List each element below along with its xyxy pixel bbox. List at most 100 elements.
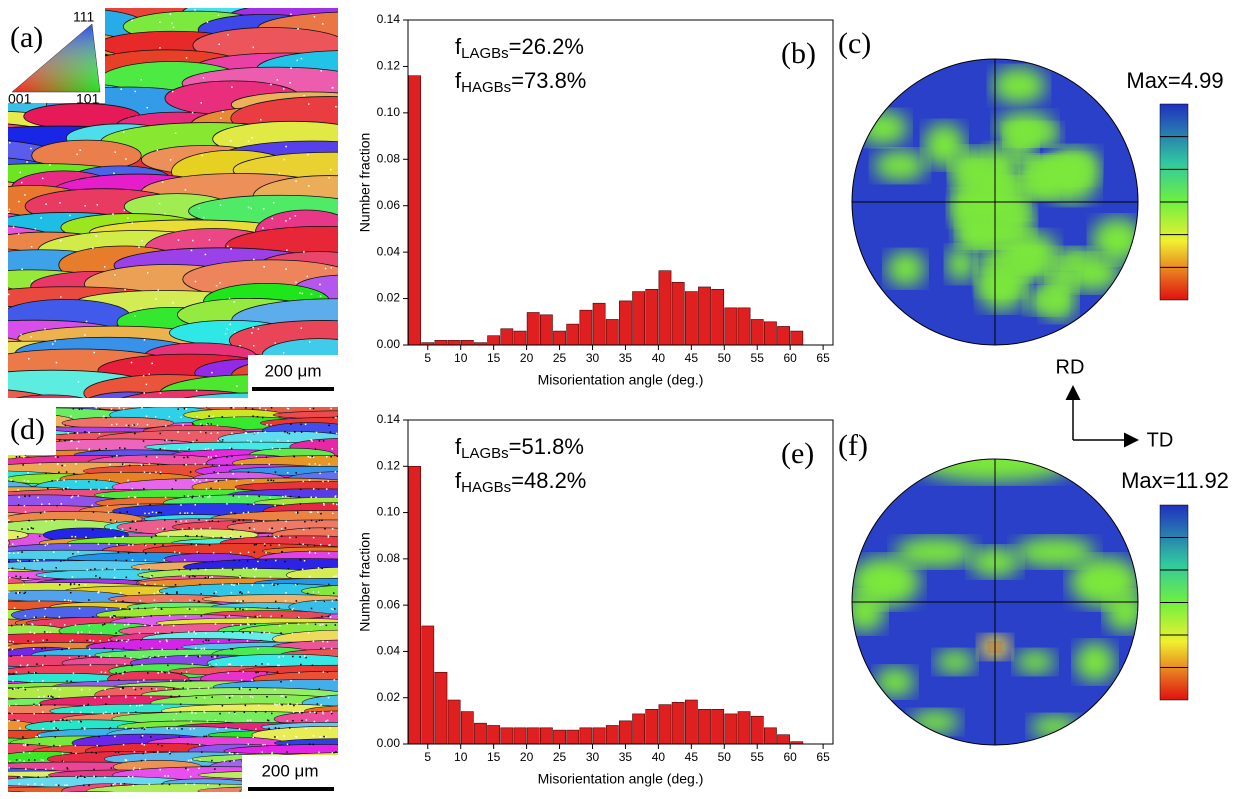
speckle: [175, 520, 177, 523]
speckle: [83, 728, 86, 730]
speckle: [261, 631, 263, 634]
speckle: [173, 688, 175, 690]
speckle: [303, 94, 305, 97]
speckle: [296, 703, 298, 705]
speckle: [176, 648, 178, 651]
speckle: [124, 695, 127, 697]
speckle: [93, 775, 95, 778]
speckle: [148, 568, 150, 570]
speckle: [71, 495, 74, 498]
speckle: [278, 544, 281, 546]
x-tick-label: 55: [751, 351, 765, 365]
speckle: [119, 592, 122, 594]
speckle: [169, 752, 171, 755]
speckle: [312, 488, 315, 490]
speckle: [128, 424, 130, 427]
speckle: [331, 448, 334, 450]
speckle: [21, 551, 23, 553]
speckle: [95, 407, 97, 409]
pf-blob: [1015, 537, 1095, 567]
speckle: [310, 293, 313, 296]
speckle: [292, 607, 295, 610]
speckle: [285, 520, 287, 523]
speckle: [122, 647, 125, 650]
speckle: [11, 543, 14, 546]
speckle: [157, 631, 159, 634]
speckle: [159, 472, 162, 475]
speckle: [27, 528, 29, 530]
speckle: [271, 752, 273, 755]
speckle: [115, 600, 117, 602]
speckle: [53, 727, 55, 729]
speckle: [57, 728, 59, 731]
speckle: [15, 759, 18, 761]
speckle: [317, 488, 320, 490]
speckle: [333, 679, 336, 681]
speckle: [115, 639, 118, 641]
speckle: [286, 249, 288, 251]
speckle: [141, 576, 144, 578]
speckle: [286, 743, 289, 745]
speckle: [79, 711, 82, 714]
speckle: [268, 632, 271, 634]
speckle: [115, 632, 117, 634]
speckle: [301, 292, 304, 295]
speckle: [13, 719, 16, 721]
speckle: [194, 9, 196, 11]
speckle: [27, 783, 29, 786]
speckle: [148, 463, 151, 465]
speckle: [20, 333, 22, 336]
speckle: [44, 575, 46, 577]
speckle: [75, 480, 77, 483]
speckle: [226, 328, 229, 330]
speckle: [102, 495, 104, 497]
speckle: [266, 607, 269, 609]
speckle: [330, 711, 333, 713]
speckle: [209, 527, 211, 529]
speckle: [187, 631, 190, 633]
x-tick-label: 40: [652, 750, 666, 764]
speckle: [26, 161, 28, 163]
speckle: [302, 528, 305, 531]
speckle: [212, 415, 215, 418]
speckle: [168, 783, 171, 786]
pf-blob: [998, 231, 1058, 272]
speckle: [255, 543, 258, 546]
speckle: [120, 471, 122, 473]
speckle: [105, 487, 108, 489]
speckle: [192, 479, 194, 481]
speckle: [144, 512, 146, 515]
speckle: [70, 600, 72, 602]
speckle: [23, 760, 25, 762]
speckle: [264, 431, 267, 433]
speckle: [217, 640, 220, 643]
speckle: [329, 544, 331, 546]
speckle: [186, 608, 189, 610]
speckle: [164, 775, 166, 777]
speckle: [285, 592, 287, 594]
speckle: [335, 105, 337, 108]
speckle: [252, 344, 255, 347]
speckle: [208, 544, 211, 546]
speckle: [266, 423, 268, 426]
speckle: [199, 480, 201, 483]
speckle: [155, 298, 157, 300]
speckle: [324, 267, 327, 270]
speckle: [308, 527, 311, 530]
speckle: [188, 432, 190, 434]
speckle: [125, 424, 127, 427]
y-tick-label: 0.06: [377, 198, 401, 212]
speckle: [257, 560, 259, 563]
speckle: [313, 16, 316, 18]
speckle: [140, 687, 143, 690]
speckle: [143, 744, 146, 746]
speckle: [258, 495, 260, 498]
speckle: [334, 471, 337, 473]
speckle: [236, 736, 239, 739]
speckle: [229, 323, 232, 326]
annotation-subscript: LAGBs: [461, 45, 509, 62]
speckle: [204, 576, 207, 579]
speckle: [200, 615, 203, 617]
annotation: fLAGBs=51.8%: [455, 434, 584, 462]
speckle: [278, 656, 280, 658]
